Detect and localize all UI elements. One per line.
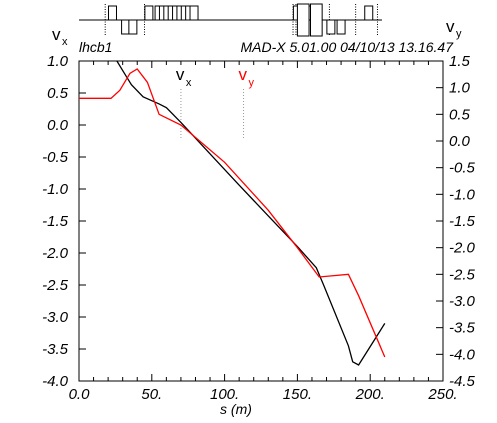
axis-ticks: [78, 60, 444, 382]
y-right-axis-label: v y: [446, 17, 462, 40]
lattice-element: [336, 19, 346, 35]
marker-symbol: v: [239, 65, 248, 84]
x-tick-label: 100.: [210, 386, 239, 403]
y-right-tick-label: 1.0: [449, 80, 471, 97]
machine-label: lhcb1: [79, 39, 112, 55]
y-left-tick-label: -1.0: [42, 181, 69, 198]
y-left-axis-subscript: x: [62, 36, 68, 48]
lattice-layout: [79, 3, 382, 37]
lattice-wide-element: [310, 3, 323, 37]
x-tick-label: 200.: [355, 386, 385, 403]
series-line-v_y: [79, 68, 386, 358]
marker-subscript: y: [249, 77, 255, 89]
x-tick-label: 250.: [427, 386, 457, 403]
plot-frame: [78, 60, 444, 382]
y-left-tick-label: -0.5: [42, 149, 69, 166]
lattice-element: [364, 5, 374, 21]
y-right-tick-label: -3.5: [449, 320, 476, 337]
y-left-tick-label: -3.0: [42, 309, 69, 326]
axis-tick-labels: 0.0 50. 100. 150. 200. 250. 1.0 0.5 0.0 -0.5 -1.0 -…: [42, 53, 475, 403]
y-right-tick-label: -3.0: [449, 293, 476, 310]
y-left-tick-label: -1.5: [42, 213, 69, 230]
y-right-tick-label: 0.0: [449, 133, 471, 150]
y-left-tick-label: -2.5: [42, 277, 69, 294]
y-left-tick-label: 1.0: [47, 53, 69, 70]
y-right-tick-label: -4.0: [449, 346, 476, 363]
x-axis-title: s (m): [220, 401, 252, 417]
marker-subscript: x: [186, 77, 192, 89]
series-line-v_x: [116, 60, 386, 366]
x-tick-label: 0.0: [69, 386, 91, 403]
y-right-axis-symbol: v: [446, 17, 455, 36]
y-right-tick-label: -2.0: [449, 240, 476, 257]
data-series: [79, 60, 386, 366]
y-right-tick-label: -4.5: [449, 373, 476, 390]
y-left-tick-label: -3.5: [42, 341, 69, 358]
y-right-tick-label: -2.5: [449, 266, 476, 283]
x-tick-label: 150.: [283, 386, 312, 403]
lattice-element: [144, 5, 154, 21]
lattice-element: [326, 19, 336, 35]
y-right-tick-label: 1.5: [449, 53, 471, 70]
y-left-axis-symbol: v: [52, 25, 61, 44]
y-left-axis-label: v x: [52, 25, 68, 48]
lattice-element: [189, 5, 199, 21]
lattice-element: [128, 19, 138, 35]
x-tick-label: 50.: [141, 386, 162, 403]
y-right-axis-subscript: y: [456, 28, 462, 40]
y-left-tick-label: 0.5: [47, 85, 69, 102]
y-right-tick-label: -1.5: [449, 213, 476, 230]
lattice-wide-element: [296, 3, 310, 37]
y-right-tick-label: -1.0: [449, 186, 476, 203]
y-right-tick-label: 0.5: [449, 106, 471, 123]
y-right-tick-label: -0.5: [449, 160, 476, 177]
program-info-label: MAD-X 5.01.00 04/10/13 13.16.47: [241, 39, 455, 55]
lattice-element: [107, 5, 117, 21]
marker-symbol: v: [176, 65, 185, 84]
y-left-tick-label: 0.0: [47, 117, 69, 134]
y-left-tick-label: -2.0: [42, 245, 69, 262]
y-left-tick-label: -4.0: [42, 373, 69, 390]
